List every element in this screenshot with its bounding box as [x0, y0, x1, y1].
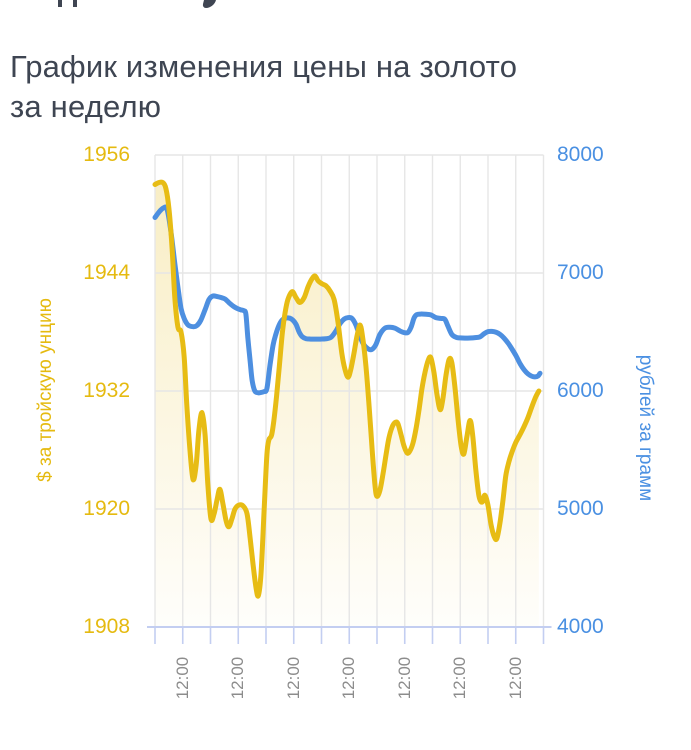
x-axis-tick-label: 12:00 — [283, 656, 303, 700]
right-axis-tick-label: 4000 — [557, 615, 604, 638]
cropped-text-fragment — [73, 0, 77, 7]
right-axis-tick-label: 7000 — [557, 261, 604, 284]
left-axis-tick-label: 1944 — [83, 261, 130, 284]
x-axis-tick-label: 12:00 — [394, 656, 414, 700]
cropped-text-fragment — [58, 0, 62, 7]
page-title: График изменения цены на золото за недел… — [10, 47, 682, 127]
chart-plot-area[interactable] — [147, 154, 552, 649]
rub-per-gram-series-line[interactable] — [152, 204, 543, 396]
left-axis-tick-label: 1956 — [83, 143, 130, 166]
left-axis-tick-label: 1908 — [83, 615, 130, 638]
gold-area-fill — [155, 182, 539, 627]
left-axis-tick-label: 1932 — [83, 379, 130, 402]
right-axis-tick-label: 8000 — [557, 143, 604, 166]
x-axis-tick-label: 12:00 — [228, 656, 248, 700]
x-axis-tick-label: 12:00 — [505, 656, 525, 700]
right-axis-tick-label: 5000 — [557, 497, 604, 520]
x-axis-line — [147, 626, 552, 644]
cropped-text-fragment — [202, 0, 216, 8]
x-axis-tick-label: 12:00 — [339, 656, 359, 700]
right-axis-tick-label: 6000 — [557, 379, 604, 402]
page-title-line1: График изменения цены на золото — [10, 48, 518, 84]
page-title-line2: за неделю — [10, 88, 162, 124]
x-axis-tick-label: 12:00 — [450, 656, 470, 700]
gold-usd-series-line[interactable] — [152, 179, 542, 599]
x-axis-tick-label: 12:00 — [172, 656, 192, 700]
left-axis-tick-label: 1920 — [83, 497, 130, 520]
